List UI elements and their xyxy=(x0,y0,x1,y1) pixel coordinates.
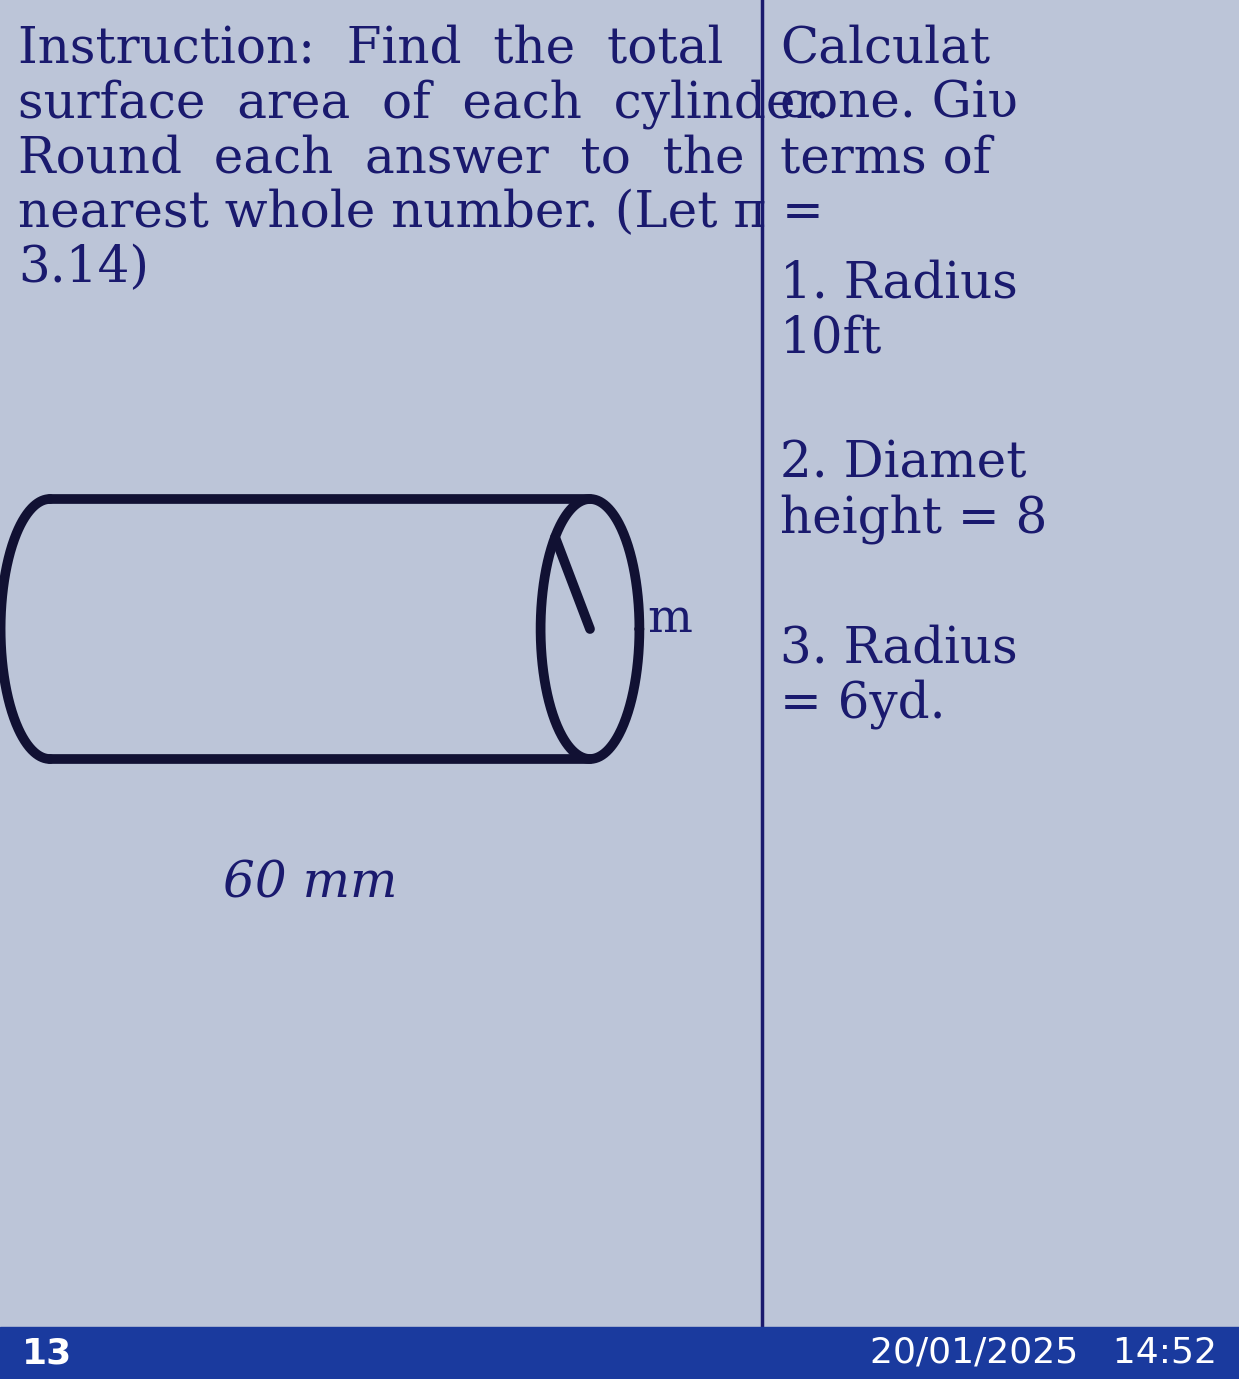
Text: = 6yd.: = 6yd. xyxy=(781,678,945,729)
Text: Round  each  answer  to  the: Round each answer to the xyxy=(19,134,745,183)
Text: terms of: terms of xyxy=(781,134,991,183)
Text: Instruction:  Find  the  total: Instruction: Find the total xyxy=(19,23,724,73)
Text: 60 mm: 60 mm xyxy=(223,859,398,909)
Bar xyxy=(0,1327,1239,1379)
Text: 2. Diamet: 2. Diamet xyxy=(781,439,1026,488)
Text: nearest whole number. (Let π =: nearest whole number. (Let π = xyxy=(19,189,824,239)
Text: 3.14): 3.14) xyxy=(19,244,149,294)
Text: surface  area  of  each  cylinder.: surface area of each cylinder. xyxy=(19,79,830,130)
Text: m: m xyxy=(648,596,693,641)
Text: height = 8: height = 8 xyxy=(781,494,1047,543)
Text: 1. Radius: 1. Radius xyxy=(781,259,1018,309)
Text: 13: 13 xyxy=(22,1336,72,1369)
Text: 10ft: 10ft xyxy=(781,314,882,364)
Text: cone. Giυ: cone. Giυ xyxy=(781,79,1018,128)
Text: Calculat: Calculat xyxy=(781,23,990,73)
Text: 3. Radius: 3. Radius xyxy=(781,625,1017,673)
Text: 20/01/2025   14:52: 20/01/2025 14:52 xyxy=(870,1336,1217,1369)
